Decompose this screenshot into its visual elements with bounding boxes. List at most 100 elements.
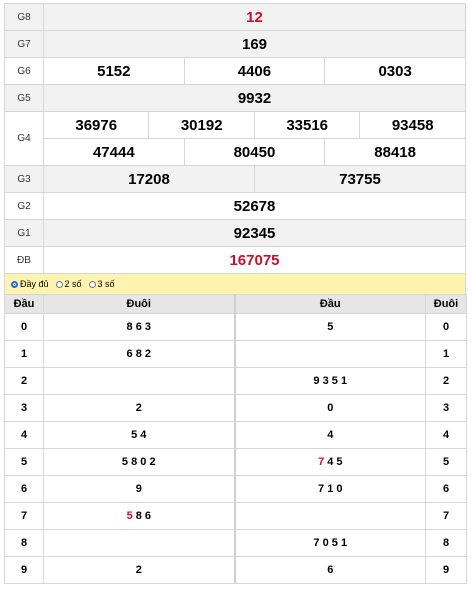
radio-unchecked-icon[interactable] [88, 280, 96, 288]
loto-header-row: Đầu Đuôi Đầu Đuôi [4, 294, 467, 314]
radio-checked-icon[interactable] [11, 280, 18, 288]
prize-number: 33516 [253, 111, 361, 139]
prize-number: 0303 [324, 57, 466, 85]
header-duoi-left: Đuôi [43, 294, 235, 314]
prize-label: G3 [4, 165, 44, 193]
loto-key: 5 [4, 448, 44, 476]
loto-key: 0 [4, 313, 44, 341]
prize-label: ĐB [4, 246, 44, 274]
prize-label: G6 [4, 57, 44, 85]
option-label: 2 số [64, 279, 82, 289]
loto-key: 6 [4, 475, 44, 503]
loto-key: 9 [4, 556, 44, 584]
loto-key-right: 8 [425, 529, 467, 557]
prize-row-g7: G7 169 [4, 30, 466, 58]
loto-digit: 4 [327, 456, 334, 468]
loto-heads [233, 340, 426, 368]
prize-label: G8 [4, 3, 44, 31]
loto-key-right: 1 [425, 340, 467, 368]
loto-digit: 6 [144, 510, 151, 522]
loto-key: 8 [4, 529, 44, 557]
loto-tails [43, 529, 235, 557]
loto-heads: 7 0 5 1 [233, 529, 426, 557]
prize-row-g5: G5 9932 [4, 84, 466, 112]
loto-key-right: 9 [425, 556, 467, 584]
option-2-digits[interactable]: 2 số [55, 279, 82, 289]
loto-key: 1 [4, 340, 44, 368]
header-dau-right: Đầu [233, 294, 426, 314]
loto-key-right: 7 [425, 502, 467, 530]
loto-key-right: 4 [425, 421, 467, 449]
header-dau-left: Đầu [4, 294, 44, 314]
loto-tails: 2 [43, 556, 235, 584]
display-options: Đầy đủ 2 số 3 số [4, 274, 466, 294]
prize-number: 9932 [43, 84, 466, 112]
prize-number: 4406 [183, 57, 326, 85]
loto-digit: 5 [336, 456, 343, 468]
loto-key-right: 3 [425, 394, 467, 422]
prize-number: 93458 [359, 111, 466, 139]
option-3-digits[interactable]: 3 số [88, 279, 115, 289]
prize-row-g8: G8 12 [4, 3, 466, 31]
loto-tails: 2 [43, 394, 235, 422]
loto-key: 4 [4, 421, 44, 449]
loto-tails: 5 8 0 2 [43, 448, 235, 476]
prize-number: 52678 [43, 192, 466, 220]
prize-row-g4-second: 47444 80450 88418 [5, 138, 466, 166]
prize-number: 47444 [43, 138, 185, 166]
prize-number: 80450 [183, 138, 326, 166]
loto-tails [43, 367, 235, 395]
loto-tails: 6 8 2 [43, 340, 235, 368]
prize-number: 92345 [43, 219, 466, 247]
loto-tails: 9 [43, 475, 235, 503]
loto-key-right: 5 [425, 448, 467, 476]
header-duoi-right: Đuôi [425, 294, 467, 314]
loto-tails: 5 4 [43, 421, 235, 449]
special-prize-number: 167075 [43, 246, 466, 274]
prize-table: G8 12 G7 169 G6 5152 4406 0303 G5 9932 G… [4, 3, 467, 274]
prize-row-g6: G6 5152 4406 0303 [4, 57, 466, 85]
prize-label: G4 [4, 111, 44, 166]
loto-heads: 7 1 0 [233, 475, 426, 503]
prize-number: 36976 [42, 111, 150, 139]
prize-label: G1 [4, 219, 44, 247]
loto-key-right: 6 [425, 475, 467, 503]
loto-heads [233, 502, 426, 530]
prize-number: 169 [43, 30, 466, 58]
prize-number: 17208 [43, 165, 255, 193]
loto-tails: 8 6 3 [43, 313, 235, 341]
prize-number: 88418 [324, 138, 466, 166]
option-label: 3 số [97, 279, 115, 289]
option-label: Đầy đủ [20, 279, 49, 289]
loto-heads: 0 [233, 394, 426, 422]
loto-heads: 9 3 5 1 [233, 367, 426, 395]
prize-row-g3: G3 17208 73755 [4, 165, 467, 193]
prize-row-g4: G4 36976 30192 33516 93458 [4, 111, 466, 166]
loto-heads: 5 [233, 313, 426, 341]
prize-number: 73755 [253, 165, 467, 193]
loto-digit: 5 [126, 510, 133, 522]
loto-key-right: 2 [425, 367, 467, 395]
prize-number: 5152 [43, 57, 185, 85]
loto-digit: 7 [318, 456, 325, 468]
loto-heads: 4 [233, 421, 426, 449]
prize-row-g1: G1 92345 [4, 219, 466, 247]
loto-key-right: 0 [425, 313, 467, 341]
prize-number: 12 [43, 3, 466, 31]
prize-row-g2: G2 52678 [4, 192, 466, 220]
lottery-results: G8 12 G7 169 G6 5152 4406 0303 G5 9932 G… [4, 3, 467, 584]
radio-unchecked-icon[interactable] [55, 280, 63, 288]
option-full[interactable]: Đầy đủ [11, 279, 49, 289]
